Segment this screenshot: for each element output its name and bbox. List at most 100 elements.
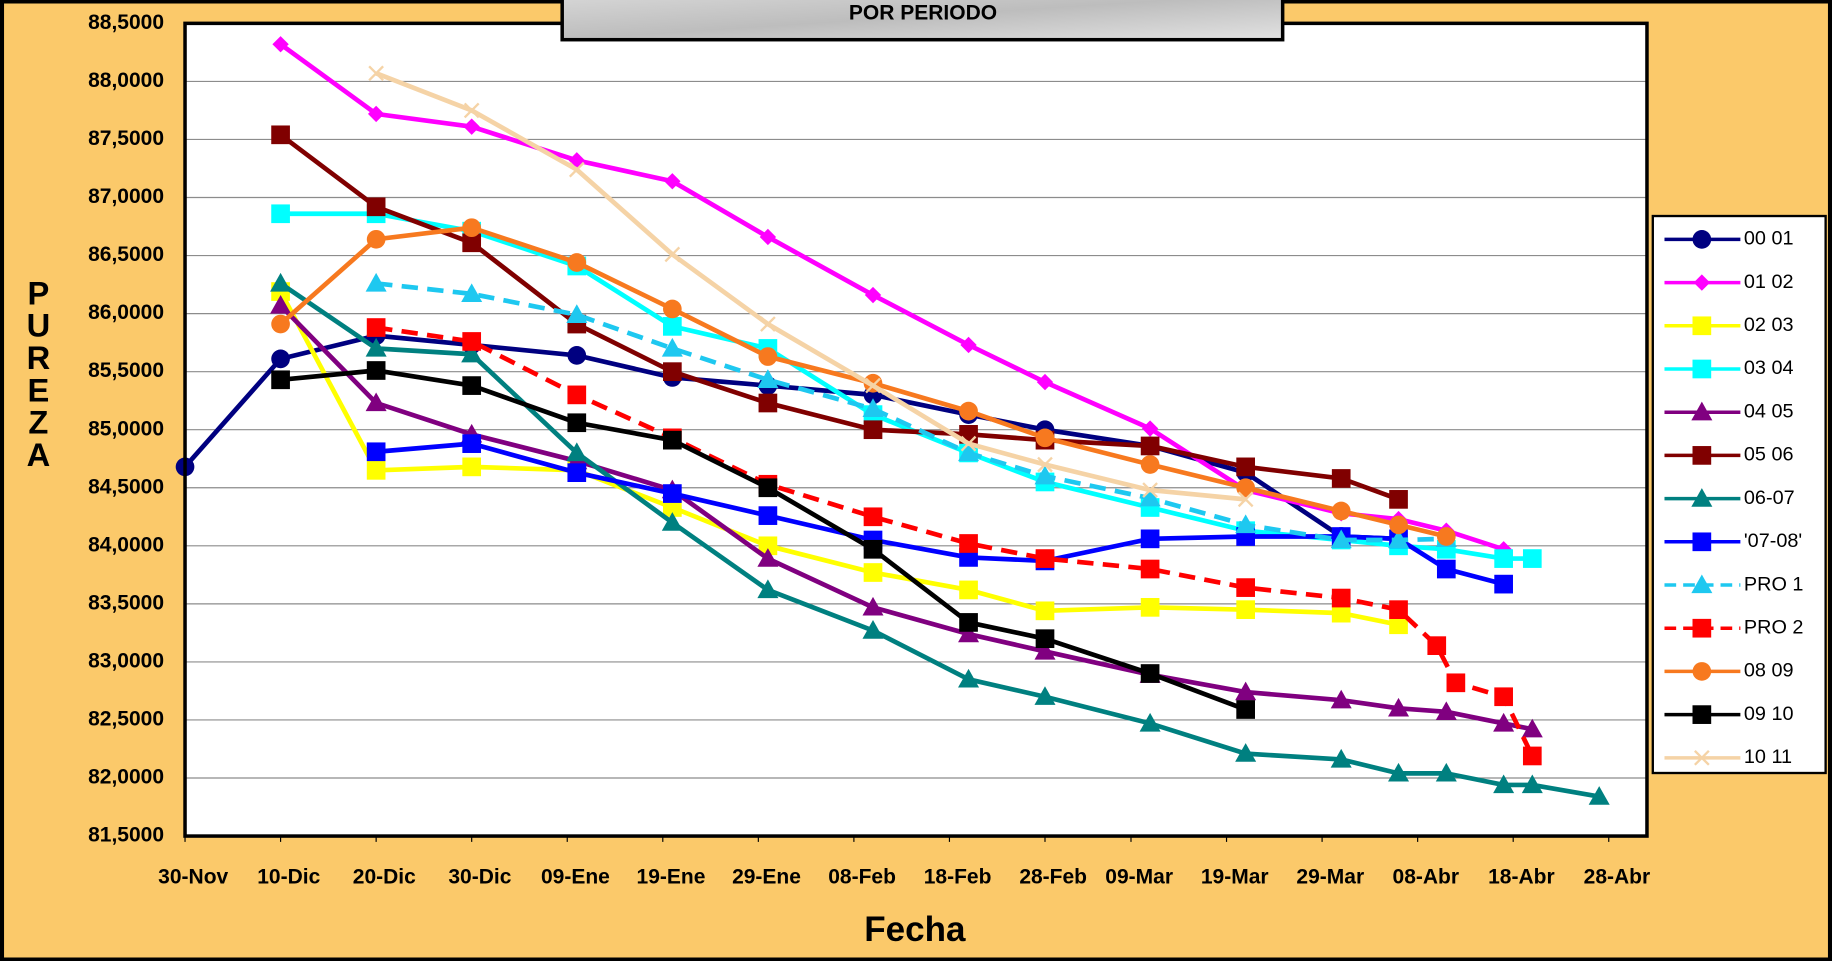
point <box>1236 600 1255 620</box>
point <box>1389 615 1408 635</box>
point <box>366 442 386 462</box>
chart-title: POR PERIODO <box>849 2 997 25</box>
point <box>663 299 682 319</box>
point <box>663 484 682 503</box>
point <box>1331 501 1351 521</box>
x-tick-label: 18-Feb <box>924 866 992 889</box>
point <box>1034 686 1056 705</box>
legend-label: PRO 2 <box>1744 616 1804 638</box>
point <box>270 272 292 292</box>
legend-marker <box>1691 574 1713 594</box>
point <box>1237 491 1254 508</box>
legend-label: 08 09 <box>1744 660 1794 682</box>
point <box>959 580 978 600</box>
point <box>1036 373 1054 391</box>
point <box>567 253 587 272</box>
point <box>1446 673 1466 693</box>
y-tick-label: 82,5000 <box>88 708 164 731</box>
legend-marker <box>1692 532 1712 552</box>
point <box>1235 681 1257 701</box>
y-tick-label: 86,5000 <box>88 243 164 266</box>
title-box <box>560 0 1285 42</box>
point <box>270 294 292 314</box>
point <box>758 393 778 413</box>
point <box>365 392 387 412</box>
y-tick-label: 87,5000 <box>88 127 164 150</box>
point <box>1140 436 1160 456</box>
point <box>366 197 386 217</box>
point <box>1388 529 1410 549</box>
legend-label: 02 03 <box>1744 314 1794 336</box>
point <box>1235 514 1257 534</box>
point <box>757 548 779 567</box>
point <box>567 346 587 365</box>
point <box>1389 490 1408 509</box>
y-tick-label: 85,0000 <box>88 417 164 440</box>
x-tick-label: 28-Feb <box>1019 866 1087 889</box>
point <box>960 435 977 452</box>
legend-marker <box>1692 316 1712 336</box>
y-tick-label: 85,5000 <box>88 359 164 382</box>
point <box>1140 664 1160 683</box>
point <box>1140 597 1160 617</box>
legend-label: 05 06 <box>1744 444 1794 466</box>
point <box>661 512 683 531</box>
point <box>1388 697 1410 717</box>
point <box>864 286 882 304</box>
point <box>462 376 482 395</box>
point <box>1494 574 1513 594</box>
point <box>1435 762 1457 782</box>
point <box>862 398 884 417</box>
point <box>865 377 881 394</box>
legend-marker <box>1692 446 1712 465</box>
point <box>1235 743 1257 762</box>
point <box>1522 746 1542 766</box>
point <box>663 430 682 450</box>
y-tick-label: 83,5000 <box>88 591 164 614</box>
point <box>367 105 385 123</box>
y-tick-label: 88,5000 <box>88 11 164 34</box>
point <box>461 343 483 363</box>
point <box>758 536 778 556</box>
point <box>758 347 778 366</box>
legend-marker <box>1691 401 1713 421</box>
legend-marker <box>1693 274 1711 291</box>
point <box>1035 549 1055 568</box>
point <box>759 228 777 246</box>
point <box>958 442 980 462</box>
series-line <box>280 211 1533 561</box>
point <box>365 272 387 292</box>
point <box>1436 527 1456 546</box>
legend-label: 06-07 <box>1744 487 1795 509</box>
legend-label: 01 02 <box>1744 271 1794 293</box>
x-tick-label: 19-Mar <box>1201 866 1269 889</box>
point <box>959 534 978 553</box>
point <box>1236 478 1255 498</box>
point <box>760 316 776 332</box>
point <box>1522 549 1542 568</box>
legend-marker <box>1692 662 1712 681</box>
point <box>1236 700 1255 719</box>
legend-label: 04 05 <box>1744 400 1794 422</box>
point <box>1035 601 1055 621</box>
y-axis-title: PUREZA <box>20 274 57 468</box>
legend-box <box>1651 214 1827 775</box>
point <box>1037 456 1053 473</box>
legend-label: 00 01 <box>1744 228 1794 250</box>
point <box>757 579 779 599</box>
point <box>462 218 482 238</box>
x-tick-label: 20-Dic <box>353 866 416 889</box>
x-tick-label: 28-Abr <box>1584 866 1651 889</box>
point <box>1139 487 1161 507</box>
legend-marker <box>1691 488 1713 507</box>
point <box>1331 469 1351 488</box>
legend-marker <box>1692 359 1712 379</box>
point <box>1494 549 1513 568</box>
y-tick-label: 86,0000 <box>88 301 164 324</box>
point <box>462 434 482 453</box>
point <box>863 563 883 582</box>
point <box>1330 689 1352 709</box>
y-tick-label: 87,0000 <box>88 185 164 208</box>
series-line <box>375 325 1535 757</box>
x-tick-label: 10-Dic <box>257 866 320 889</box>
